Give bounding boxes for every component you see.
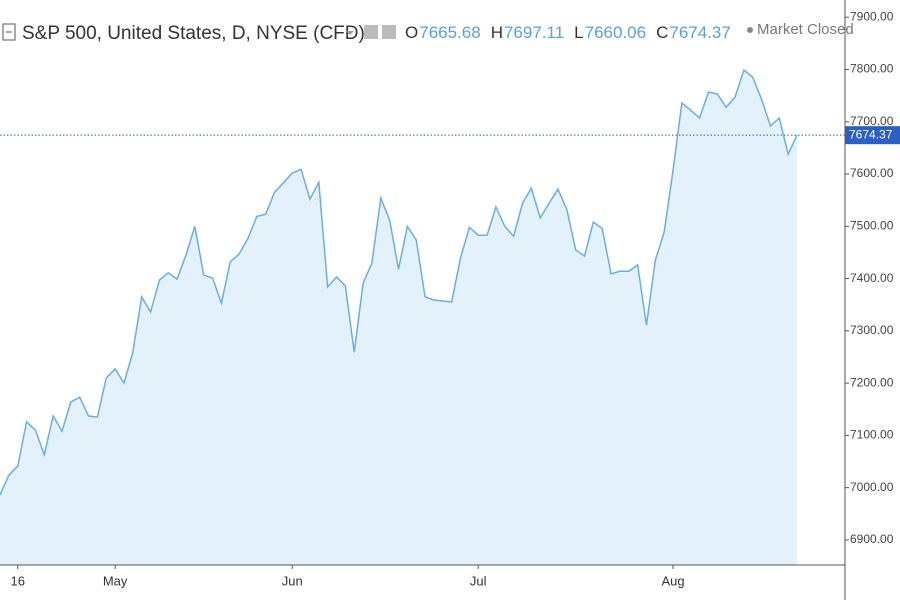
ohlc-values: O7665.68 H7697.11 L7660.06 C7674.37: [405, 23, 731, 42]
x-tick-label: Aug: [661, 573, 684, 588]
last-price-box: [845, 126, 900, 145]
area-fill: [0, 70, 797, 566]
y-tick-label: 7900.00: [850, 9, 894, 23]
market-status: Market Closed: [757, 21, 854, 38]
x-tick-label: 16: [10, 573, 24, 588]
y-tick-label: 7000.00: [850, 480, 894, 494]
ohlc-label: O: [405, 23, 418, 42]
chart-title: S&P 500, United States, D, NYSE (CFD): [22, 23, 365, 44]
header: S&P 500, United States, D, NYSE (CFD) O7…: [2, 21, 854, 44]
settings-icon: [382, 25, 396, 39]
y-tick-label: 7200.00: [850, 375, 894, 389]
status-dot: [747, 27, 753, 33]
ohlc-value: 7660.06: [585, 23, 646, 42]
x-tick-label: May: [103, 573, 128, 588]
price-line: [0, 68, 798, 496]
y-tick-label: 7800.00: [850, 62, 894, 76]
x-tick-label: Jun: [282, 573, 303, 588]
ohlc-value: 7697.11: [504, 23, 564, 42]
y-tick-label: 7300.00: [850, 323, 894, 337]
ohlc-label: L: [574, 23, 583, 42]
y-tick-label: 7600.00: [850, 166, 894, 180]
last-price-label: 7674.37: [849, 127, 893, 141]
y-tick-label: 7500.00: [850, 218, 894, 232]
ohlc-label: H: [491, 23, 503, 42]
collapse-icon: [2, 23, 16, 41]
ohlc-value: 7665.68: [419, 23, 480, 42]
x-tick-label: Jul: [470, 573, 487, 588]
y-tick-label: 6900.00: [850, 532, 894, 546]
y-tick-label: 7700.00: [850, 114, 894, 128]
y-tick-label: 7400.00: [850, 271, 894, 285]
plot-area: [0, 68, 798, 566]
settings-icon: [364, 25, 378, 39]
dropdown-icon: [346, 31, 354, 35]
ohlc-label: C: [656, 23, 668, 42]
y-tick-label: 7100.00: [850, 428, 894, 442]
ohlc-value: 7674.37: [669, 23, 730, 42]
